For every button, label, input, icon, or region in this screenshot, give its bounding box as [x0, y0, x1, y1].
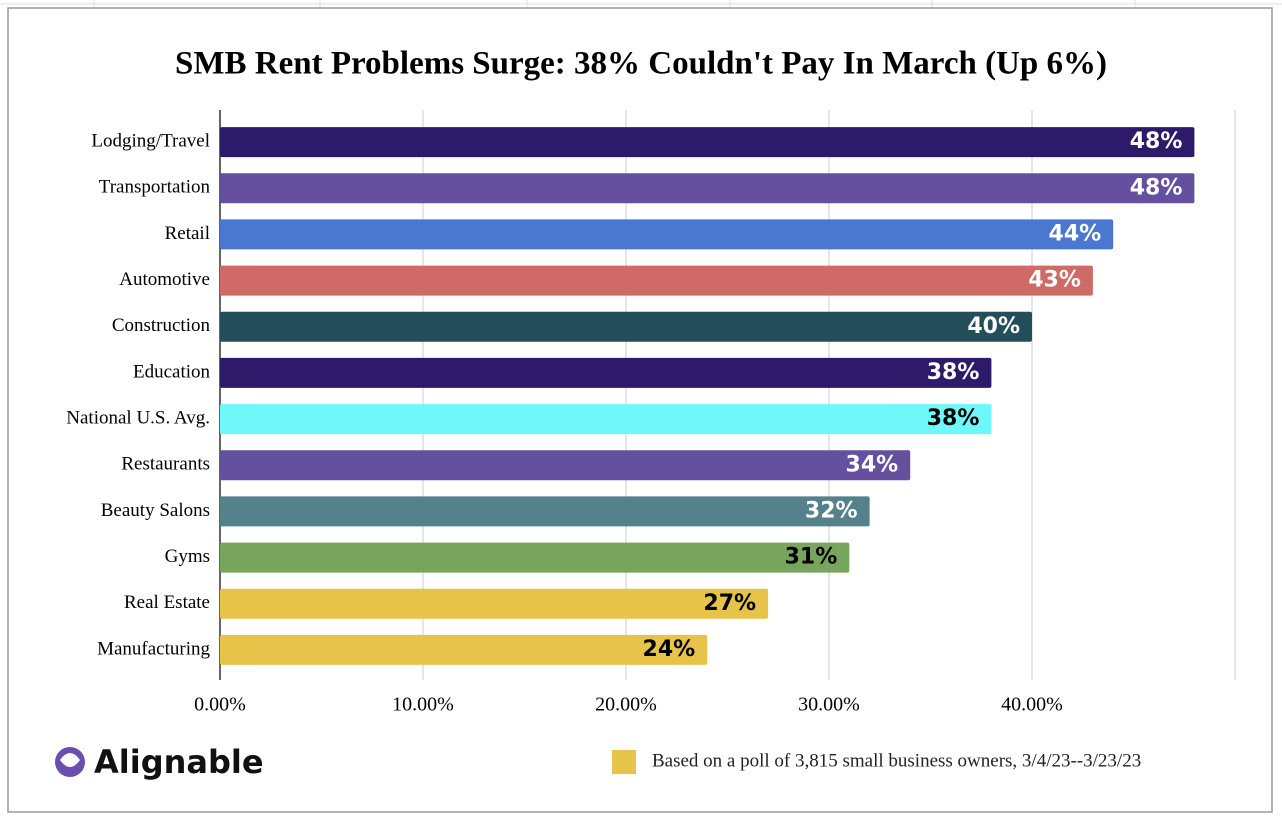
x-tick-label: 20.00%: [595, 694, 657, 716]
y-tick-label: Gyms: [165, 546, 210, 567]
logo: Alignable: [55, 743, 264, 781]
x-tick-label: 10.00%: [392, 694, 454, 716]
bar: [220, 450, 911, 481]
x-tick-label: 0.00%: [194, 694, 246, 716]
x-tick-label: 40.00%: [1001, 694, 1063, 716]
y-tick-label: National U.S. Avg.: [66, 407, 210, 428]
bar: [220, 219, 1114, 250]
bar: [220, 588, 769, 619]
bar: [220, 265, 1093, 296]
value-label: 44%: [1049, 221, 1102, 246]
y-tick-label: Transportation: [99, 177, 211, 198]
value-label: 38%: [927, 406, 980, 431]
y-tick-label: Automotive: [119, 269, 210, 290]
value-label: 34%: [846, 452, 899, 477]
sheet-grid: [0, 0, 1282, 8]
value-label: 27%: [703, 591, 756, 616]
value-label: 43%: [1028, 268, 1081, 293]
plot-area: 0.00% 10.00% 20.00% 30.00% 40.00% Lodging/Tra…: [66, 110, 1236, 716]
bar: [220, 634, 708, 665]
bar: [220, 542, 850, 573]
y-tick-label: Restaurants: [121, 454, 210, 475]
y-tick-label: Real Estate: [124, 592, 210, 613]
bar: [220, 311, 1032, 342]
chart-title: SMB Rent Problems Surge: 38% Couldn't Pa…: [175, 46, 1107, 82]
y-tick-label: Retail: [165, 223, 210, 244]
value-label: 48%: [1130, 175, 1183, 200]
y-tick-label: Lodging/Travel: [91, 130, 210, 151]
note-swatch: [612, 750, 636, 774]
y-tick-label: Construction: [112, 315, 211, 336]
value-label: 31%: [785, 545, 838, 570]
value-label: 32%: [805, 498, 858, 523]
logo-text: Alignable: [94, 743, 264, 781]
y-tick-label: Manufacturing: [97, 638, 210, 659]
y-tick-label: Beauty Salons: [101, 500, 210, 521]
value-label: 48%: [1130, 129, 1183, 154]
value-label: 38%: [927, 360, 980, 385]
bar: [220, 496, 870, 527]
bar: [220, 173, 1195, 204]
y-tick-label: Education: [133, 361, 211, 382]
logo-icon-mark: [60, 753, 80, 767]
value-label: 40%: [967, 314, 1020, 339]
value-label: 24%: [643, 637, 696, 662]
x-tick-label: 30.00%: [798, 694, 860, 716]
bar: [220, 404, 992, 435]
bar: [220, 127, 1195, 158]
bar: [220, 357, 992, 388]
note: Based on a poll of 3,815 small business …: [652, 750, 1141, 771]
